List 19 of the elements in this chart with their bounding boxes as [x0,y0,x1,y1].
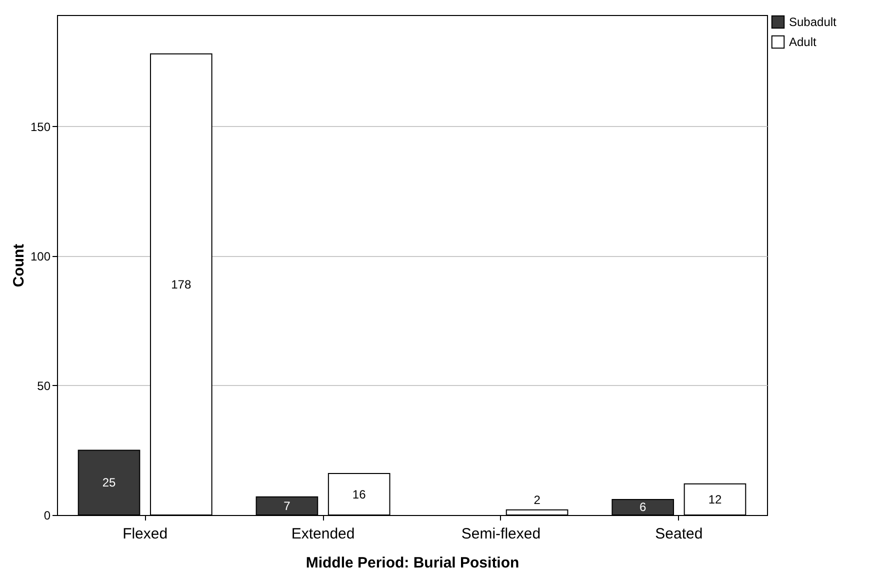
y-tick-label: 150 [30,120,51,134]
data-label: 12 [708,492,722,506]
x-tick-label: Semi-flexed [461,526,541,542]
x-axis-title: Middle Period: Burial Position [306,554,520,572]
data-label: 16 [352,487,366,502]
y-tick-label: 100 [30,249,51,264]
x-tick-label: Flexed [122,526,168,542]
data-label: 7 [284,498,291,513]
y-axis-title: Count [10,244,28,288]
data-label: 25 [102,476,116,490]
data-label: 178 [171,277,192,292]
y-tick-label: 0 [44,508,51,522]
x-tick-label: Extended [291,526,355,542]
legend-label: Adult [789,35,818,49]
legend-label: Subadult [789,15,838,29]
data-label: 6 [640,500,647,514]
x-tick-label: Seated [655,526,703,542]
y-tick-label: 50 [37,378,51,393]
data-label: 2 [534,492,541,507]
